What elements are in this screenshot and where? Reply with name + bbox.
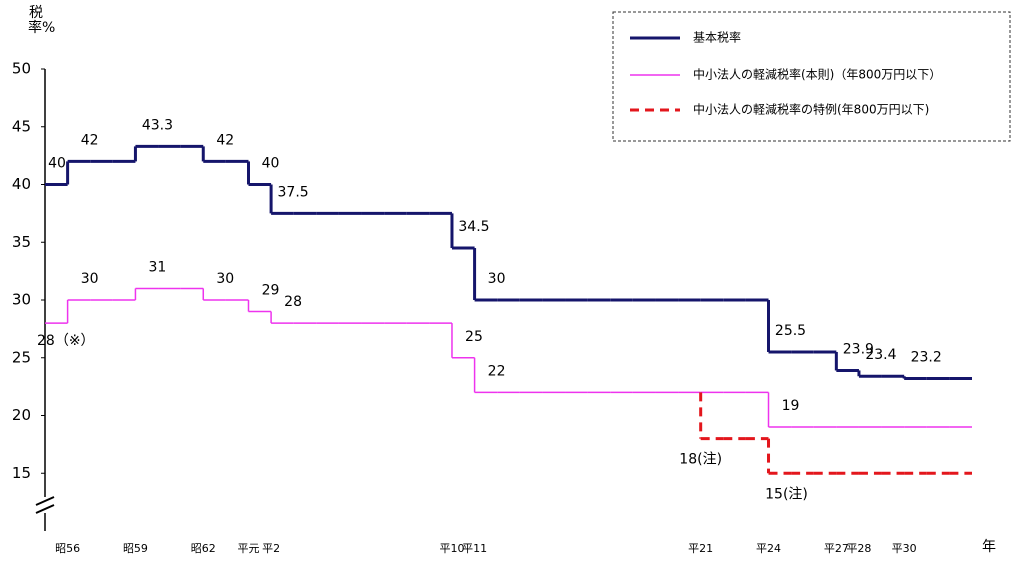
x-tick-label: 平21 (688, 542, 713, 555)
y-axis-title: 税率% (28, 5, 56, 36)
x-tick-label: 平24 (756, 542, 781, 555)
data-label: 42 (216, 132, 234, 148)
x-tick-label: 昭59 (123, 542, 148, 555)
data-label: 23.9 (843, 341, 874, 357)
data-label: 31 (149, 259, 167, 275)
axis-break-gap (36, 497, 54, 513)
legend-label: 基本税率 (693, 30, 741, 45)
y-tick-label: 15 (12, 464, 31, 482)
data-label: 25 (465, 329, 483, 345)
data-label: 29 (262, 283, 280, 299)
axis-break (35, 504, 55, 514)
data-label: 40 (262, 156, 280, 172)
axis-break (35, 496, 55, 506)
y-tick-label: 25 (12, 348, 31, 366)
data-label: 34.5 (458, 219, 489, 235)
y-tick-label: 30 (12, 291, 31, 309)
data-label: 37.5 (278, 184, 309, 200)
x-tick-label: 昭56 (55, 542, 80, 555)
legend-label: 中小法人の軽減税率(本則)（年800万円以下） (693, 67, 941, 82)
data-label: 23.4 (865, 347, 896, 363)
data-label: 28（※） (37, 333, 95, 349)
data-label: 22 (488, 363, 506, 379)
data-label: 30 (216, 271, 234, 287)
legend-label: 中小法人の軽減税率の特例(年800万円以下) (693, 102, 929, 117)
x-tick-label: 平27 (824, 542, 849, 555)
y-tick-label: 40 (12, 175, 31, 193)
y-tick-label: 35 (12, 233, 31, 251)
data-label: 18(注) (679, 452, 722, 468)
data-label: 42 (81, 132, 99, 148)
x-axis-title: 年 (982, 539, 996, 555)
y-tick-label: 20 (12, 406, 31, 424)
y-tick-label: 50 (12, 60, 31, 78)
data-label: 30 (488, 271, 506, 287)
x-tick-label: 平28 (846, 542, 871, 555)
data-label: 30 (81, 271, 99, 287)
data-label: 15(注) (765, 486, 808, 502)
data-label: 25.5 (775, 323, 806, 339)
x-tick-label: 平2 (262, 542, 280, 555)
legend-box (612, 11, 1011, 142)
x-tick-label: 平30 (892, 542, 917, 555)
x-tick-label: 平元 (237, 542, 259, 555)
data-label: 43.3 (142, 117, 173, 133)
x-tick-label: 平10 (439, 542, 464, 555)
data-label: 28 (284, 294, 302, 310)
data-label: 23.2 (911, 350, 942, 366)
x-tick-label: 昭62 (191, 542, 216, 555)
data-label: 19 (782, 398, 800, 414)
data-label: 40 (48, 156, 66, 172)
x-tick-label: 平11 (462, 542, 487, 555)
y-tick-label: 45 (12, 117, 31, 135)
